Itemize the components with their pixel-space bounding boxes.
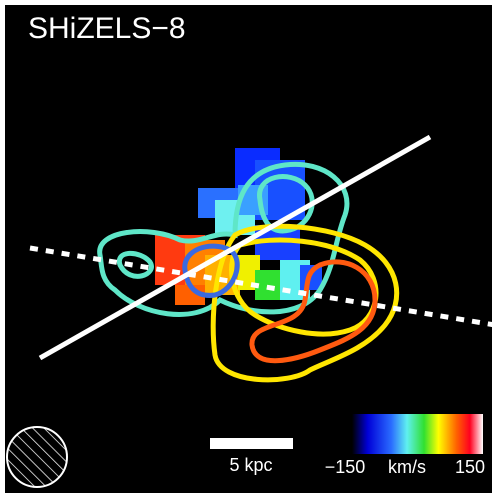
title: SHiZELS−8 <box>28 12 186 45</box>
scale-bar <box>210 438 293 449</box>
background <box>5 5 492 493</box>
contours <box>97 161 400 383</box>
colorbar-tick-label: 150 <box>455 457 485 477</box>
major-axis <box>38 134 432 361</box>
scale-bar-label: 5 kpc <box>229 455 272 475</box>
beam <box>6 426 68 488</box>
colorbar-unit: km/s <box>388 457 426 477</box>
colorbar-tick-label: −150 <box>325 457 366 477</box>
colorbar <box>352 414 483 454</box>
